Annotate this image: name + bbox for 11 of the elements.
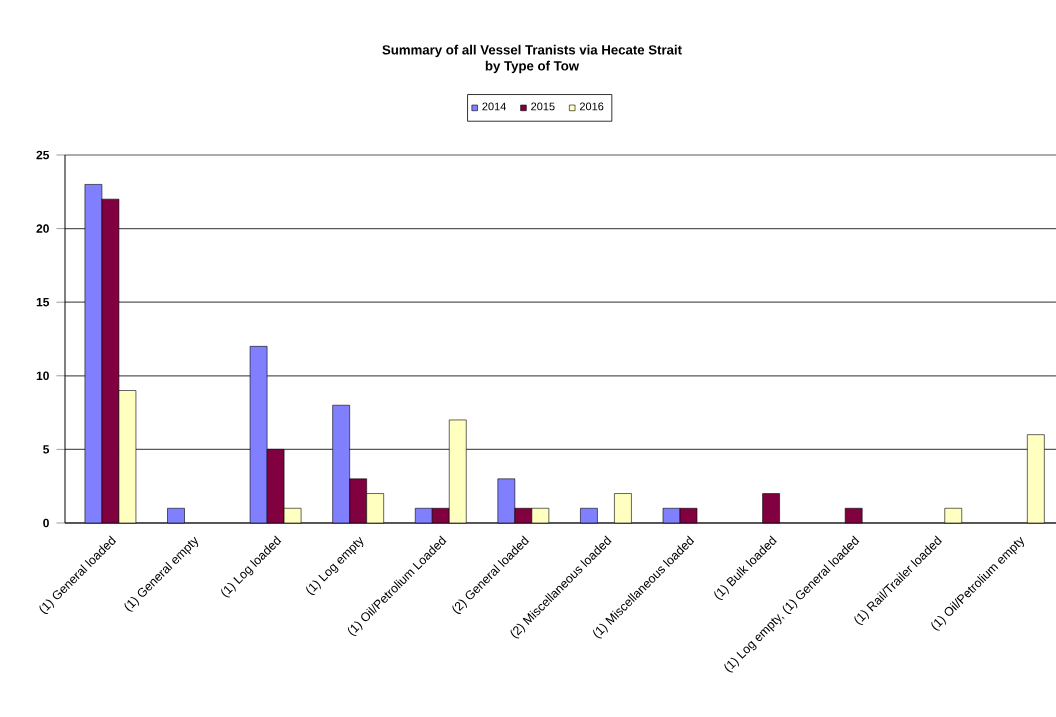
- y-tick-label: 5: [43, 445, 50, 454]
- y-tick-label: 0: [43, 518, 49, 528]
- legend-label: 2015: [531, 102, 555, 111]
- chart-title: Summary of all Vessel Tranists via Hecate Strait: [382, 44, 682, 58]
- legend-label: 2014: [482, 102, 506, 111]
- y-tick-label: 10: [36, 371, 49, 381]
- y-tick-label: 15: [36, 298, 50, 307]
- chart-subtitle: by Type of Tow: [485, 60, 580, 74]
- legend-label: 2016: [579, 102, 604, 111]
- y-tick-label: 20: [36, 224, 49, 233]
- y-tick-label: 25: [36, 150, 50, 160]
